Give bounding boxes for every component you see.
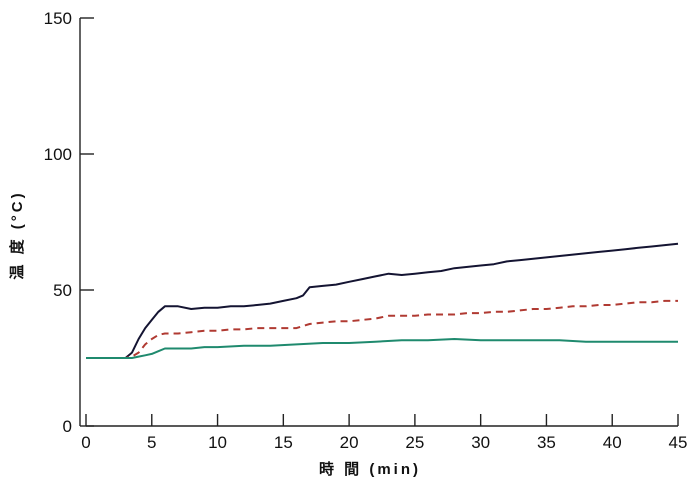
y-tick-label: 150 (44, 9, 72, 28)
x-tick-label: 5 (147, 433, 156, 452)
series-line-3 (86, 338, 678, 359)
x-tick-label: 35 (537, 433, 556, 452)
x-tick-label: 15 (274, 433, 293, 452)
y-tick-label: 0 (63, 417, 72, 436)
x-tick-label: 30 (471, 433, 490, 452)
axes (79, 17, 679, 427)
x-tick-label: 0 (81, 433, 90, 452)
x-tick-label: 45 (669, 433, 688, 452)
x-tick-label: 20 (340, 433, 359, 452)
x-tick-label: 40 (603, 433, 622, 452)
x-tick-label: 25 (405, 433, 424, 452)
y-tick-label: 50 (53, 281, 72, 300)
series-layer (86, 242, 679, 359)
series-line-2 (86, 299, 678, 359)
y-axis-title: 温 度 (°C) (8, 190, 26, 279)
x-tick-label: 10 (208, 433, 227, 452)
series-line-1 (86, 242, 679, 359)
y-tick-label: 100 (44, 145, 72, 164)
x-axis-title: 時 間 (min) (319, 460, 421, 478)
tick-labels: 0 50 100 150 0 5 10 15 20 25 30 35 40 45 (44, 9, 688, 452)
